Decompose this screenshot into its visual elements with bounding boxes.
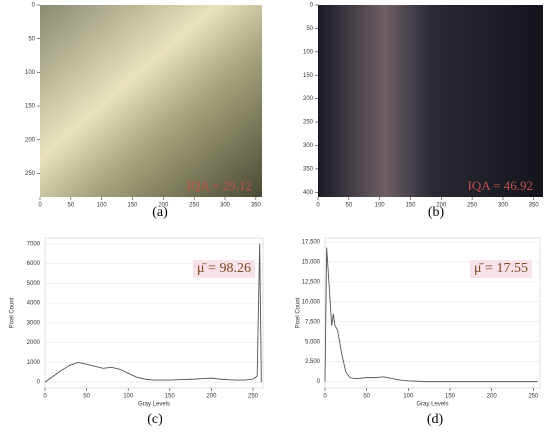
y-tick-label: 200 <box>25 137 36 143</box>
x-tick-label: 50 <box>345 203 352 209</box>
y-tick-label: 12,500 <box>302 279 321 285</box>
y-tick-label: 0 <box>310 3 314 9</box>
x-tick-label: 100 <box>97 203 108 209</box>
y-tick-label: 6000 <box>27 261 41 267</box>
annotation: IQA = 46.92 <box>468 178 533 193</box>
y-axis-label: Pixel Count <box>10 297 16 328</box>
y-tick-label: 150 <box>25 104 36 110</box>
y-tick-label: 5000 <box>27 281 41 287</box>
x-tick-label: 150 <box>405 203 416 209</box>
y-tick-label: 250 <box>303 120 314 126</box>
x-tick-label: 350 <box>251 203 262 209</box>
y-tick-label: 17,500 <box>302 240 321 246</box>
y-tick-label: 50 <box>306 26 313 32</box>
x-tick-label: 200 <box>158 203 169 209</box>
x-tick-label: 250 <box>248 394 259 400</box>
y-tick-label: 7,500 <box>305 319 321 325</box>
x-tick-label: 50 <box>363 394 370 400</box>
x-tick-label: 150 <box>445 394 456 400</box>
x-tick-label: 150 <box>165 394 176 400</box>
annotation: μ̄ = 98.26 <box>197 261 251 276</box>
y-tick-label: 5,000 <box>305 339 321 345</box>
y-tick-label: 0 <box>32 3 36 9</box>
x-tick-label: 0 <box>38 203 42 209</box>
photo <box>40 5 262 197</box>
plot-frame <box>324 237 541 389</box>
x-tick-label: 50 <box>67 203 74 209</box>
x-tick-label: 300 <box>498 203 509 209</box>
x-tick-label: 100 <box>375 203 386 209</box>
x-tick-label: 200 <box>487 394 498 400</box>
y-tick-label: 100 <box>303 49 314 55</box>
x-tick-label: 100 <box>403 394 414 400</box>
x-tick-label: 350 <box>529 203 540 209</box>
caption: (c) <box>147 412 163 427</box>
y-tick-label: 50 <box>28 36 35 42</box>
x-tick-label: 200 <box>436 203 447 209</box>
y-tick-label: 0 <box>317 379 321 385</box>
x-tick-label: 0 <box>43 394 47 400</box>
x-tick-label: 300 <box>220 203 231 209</box>
x-tick-label: 0 <box>323 394 327 400</box>
x-tick-label: 50 <box>83 394 90 400</box>
y-tick-label: 0 <box>37 380 41 386</box>
annotation: IQA = 29.12 <box>187 178 252 193</box>
caption: (d) <box>427 412 444 427</box>
annotation-bg <box>470 260 532 278</box>
plot-frame <box>44 237 264 389</box>
y-tick-label: 300 <box>303 143 314 149</box>
x-tick-label: 250 <box>467 203 478 209</box>
y-axis-label: Pixel Count <box>296 297 302 328</box>
x-tick-label: 100 <box>123 394 134 400</box>
x-tick-label: 250 <box>189 203 200 209</box>
x-tick-label: 250 <box>528 394 539 400</box>
y-tick-label: 7000 <box>27 241 41 247</box>
histogram-line <box>324 247 538 383</box>
x-axis-label: Gray Levels <box>416 402 448 408</box>
y-tick-label: 10,000 <box>302 299 321 305</box>
y-tick-label: 400 <box>303 190 314 196</box>
y-tick-label: 150 <box>303 73 314 79</box>
y-tick-label: 2,500 <box>305 359 321 365</box>
caption: (a) <box>152 205 168 220</box>
y-tick-label: 4000 <box>27 301 41 307</box>
y-tick-label: 250 <box>25 171 36 177</box>
y-tick-label: 200 <box>303 96 314 102</box>
x-tick-label: 200 <box>206 394 217 400</box>
annotation-bg <box>193 260 255 278</box>
y-tick-label: 3000 <box>27 320 41 326</box>
y-tick-label: 100 <box>25 70 36 76</box>
histogram-line <box>44 243 262 383</box>
y-tick-label: 15,000 <box>302 260 321 266</box>
annotation: μ̄ = 17.55 <box>474 261 528 276</box>
x-tick-label: 0 <box>316 203 320 209</box>
caption: (b) <box>428 205 445 220</box>
y-tick-label: 350 <box>303 166 314 172</box>
x-tick-label: 150 <box>127 203 138 209</box>
y-tick-label: 1000 <box>27 360 41 366</box>
x-axis-label: Gray Levels <box>138 402 170 408</box>
photo <box>318 5 543 197</box>
y-tick-label: 2000 <box>27 340 41 346</box>
